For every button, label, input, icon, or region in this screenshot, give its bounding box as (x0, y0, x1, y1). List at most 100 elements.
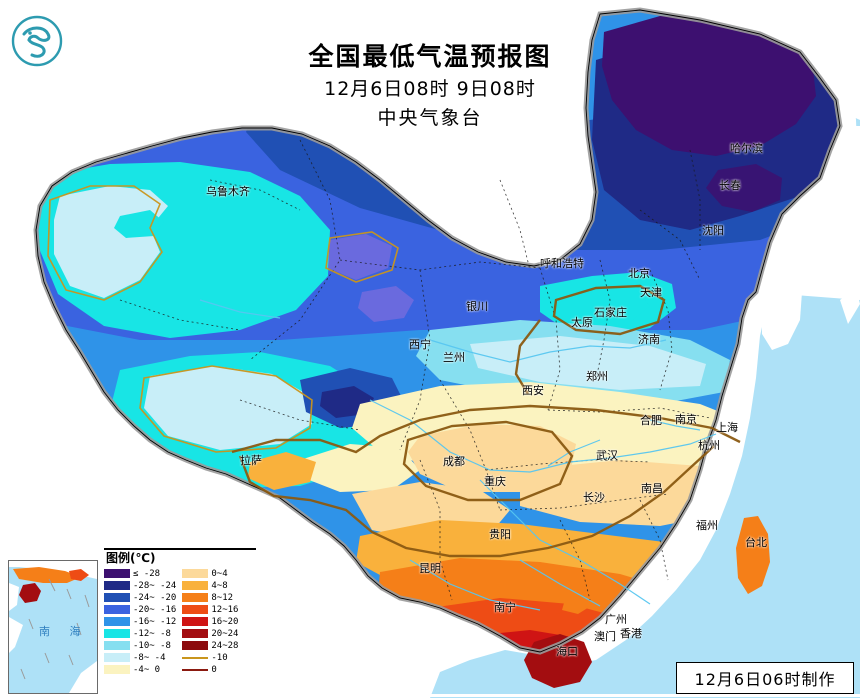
legend-item: 20~24 (182, 628, 238, 639)
city-label: 台北 (745, 536, 767, 549)
legend-label: 16~20 (211, 616, 239, 627)
city-label: 北京 (628, 267, 650, 280)
legend-label: -24~ -20 (133, 592, 177, 603)
inset-sea-label: 南 海 (39, 625, 89, 638)
city-label: 南宁 (494, 601, 516, 614)
cma-dragon-logo-icon (10, 14, 64, 68)
legend-item: 8~12 (182, 592, 238, 603)
legend-label: 4~8 (211, 580, 228, 591)
city-label: 贵阳 (489, 528, 511, 541)
legend-item: -10~ -8 (104, 640, 176, 651)
legend-item: 16~20 (182, 616, 238, 627)
legend-swatch (104, 617, 130, 626)
city-label: 兰州 (443, 351, 465, 364)
legend-swatch (104, 593, 130, 602)
legend-swatch (104, 629, 130, 638)
city-label: 广州 (605, 613, 627, 626)
legend-panel: 图例(℃) ≤ -28 -28~ -24 -24~ -20 -20~ -16 -… (100, 546, 260, 694)
legend-item: 4~8 (182, 580, 238, 591)
city-label: 香港 (620, 627, 642, 640)
legend-swatch (182, 569, 209, 578)
legend-label: 0~4 (211, 568, 228, 579)
legend-contour-line (182, 668, 209, 671)
legend-label: 20~24 (211, 628, 239, 639)
legend-label: 24~28 (211, 640, 239, 651)
city-label: 长春 (719, 179, 741, 192)
legend-swatch (182, 641, 209, 650)
legend-item: -4~ 0 (104, 664, 176, 675)
legend-item: -24~ -20 (104, 592, 176, 603)
legend-label: -8~ -4 (133, 652, 166, 663)
bottom-bar (0, 694, 860, 697)
city-label: 福州 (696, 519, 718, 532)
legend-item: -28~ -24 (104, 580, 176, 591)
city-label: 济南 (638, 333, 660, 346)
legend-label: -16~ -12 (133, 616, 177, 627)
city-label: 昆明 (419, 562, 441, 575)
legend-label: 12~16 (211, 604, 239, 615)
legend-swatch (182, 629, 209, 638)
legend-item: 0~4 (182, 568, 238, 579)
production-timestamp: 12月6日06时制作 (676, 662, 854, 694)
legend-item: -20~ -16 (104, 604, 176, 615)
legend-swatch (104, 653, 130, 662)
city-label: 杭州 (698, 439, 720, 452)
legend-label: -10~ -8 (133, 640, 171, 651)
legend-label: -10 (211, 652, 228, 663)
legend-item: -12~ -8 (104, 628, 176, 639)
legend-item: -10 (182, 652, 238, 663)
legend-label: 0 (211, 664, 217, 675)
city-label: 合肥 (640, 414, 662, 427)
legend-item: -16~ -12 (104, 616, 176, 627)
city-label: 呼和浩特 (540, 257, 584, 270)
legend-swatch (104, 641, 130, 650)
legend-swatch (104, 665, 130, 674)
city-label: 拉萨 (240, 454, 262, 467)
city-label: 太原 (571, 316, 593, 329)
legend-swatch (104, 569, 130, 578)
legend-label: -12~ -8 (133, 628, 171, 639)
legend-item: 0 (182, 664, 238, 675)
city-label: 银川 (466, 300, 488, 313)
city-label: 南京 (675, 413, 697, 426)
legend-column-cold: ≤ -28 -28~ -24 -24~ -20 -20~ -16 -16~ -1… (104, 568, 176, 675)
legend-swatch (104, 605, 130, 614)
legend-item: 24~28 (182, 640, 238, 651)
legend-label: -28~ -24 (133, 580, 177, 591)
city-label: 西宁 (409, 338, 431, 351)
legend-column-warm: 0~4 4~8 8~12 12~16 16~20 20~24 24~28 -10… (182, 568, 238, 675)
legend-label: ≤ -28 (133, 568, 161, 579)
city-label: 石家庄 (594, 306, 627, 319)
city-label: 沈阳 (702, 224, 724, 237)
legend-contour-line (182, 656, 209, 659)
south-china-sea-inset: 南 海 (8, 560, 98, 694)
city-label: 上海 (716, 421, 738, 434)
legend-label: -20~ -16 (133, 604, 177, 615)
legend-title: 图例(℃) (106, 551, 156, 565)
legend-swatch (182, 581, 209, 590)
city-label: 西安 (522, 384, 544, 397)
city-label: 海口 (556, 645, 578, 658)
city-label: 澳门 (594, 630, 616, 643)
city-label: 乌鲁木齐 (206, 185, 250, 198)
legend-swatch (104, 581, 130, 590)
legend-swatch (182, 605, 209, 614)
legend-label: -4~ 0 (133, 664, 161, 675)
city-label: 南昌 (641, 482, 663, 495)
legend-item: 12~16 (182, 604, 238, 615)
city-label: 郑州 (586, 370, 608, 383)
production-timestamp-text: 12月6日06时制作 (694, 670, 836, 689)
legend-item: ≤ -28 (104, 568, 176, 579)
city-label: 长沙 (583, 491, 605, 504)
city-label: 武汉 (596, 449, 618, 462)
legend-top-rule (104, 548, 256, 550)
legend-swatch (182, 617, 209, 626)
city-label: 天津 (640, 286, 662, 299)
city-label: 哈尔滨 (730, 142, 763, 155)
legend-item: -8~ -4 (104, 652, 176, 663)
legend-label: 8~12 (211, 592, 234, 603)
legend-swatch (182, 593, 209, 602)
